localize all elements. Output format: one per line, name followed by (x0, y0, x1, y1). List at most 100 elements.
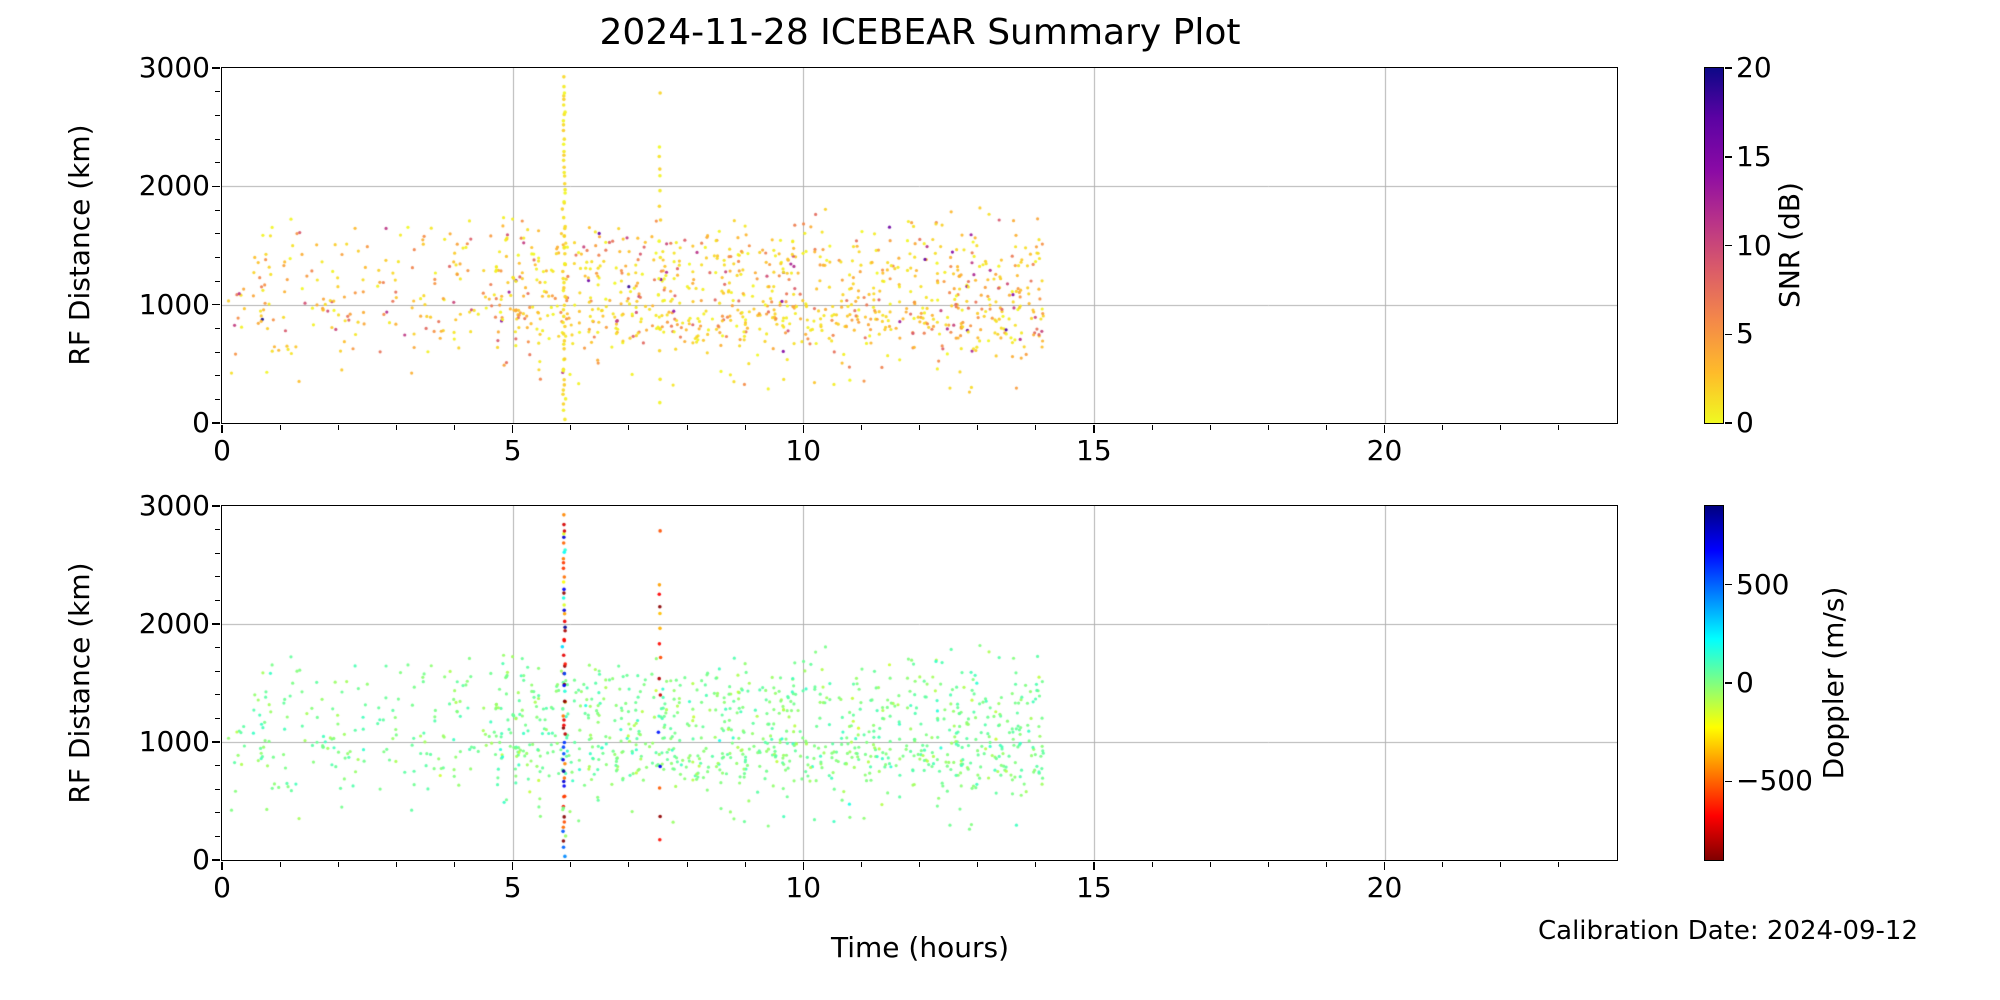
y-major-tick (212, 67, 220, 69)
y-axis-label-top: RF Distance (km) (63, 124, 96, 366)
colorbar-tick-label: 15 (1736, 139, 1772, 173)
x-minor-tick (977, 424, 979, 430)
y-minor-tick (215, 233, 220, 235)
x-major-tick (221, 424, 223, 433)
x-minor-tick (454, 861, 455, 867)
colorbar-tick (1724, 67, 1732, 69)
x-minor-tick (686, 861, 688, 867)
colorbar-tick (1724, 682, 1732, 684)
doppler-scatter-canvas (221, 505, 1617, 860)
x-minor-tick (977, 861, 979, 867)
doppler-panel-plot-area (220, 504, 1618, 861)
y-minor-tick (215, 375, 220, 377)
x-minor-tick (1558, 861, 1560, 867)
y-minor-tick (215, 138, 220, 140)
colorbar-tick (1724, 780, 1732, 783)
colorbar-tick-label: −500 (1736, 764, 1813, 798)
x-tick-label: 15 (1076, 871, 1112, 904)
x-minor-tick (860, 861, 862, 867)
x-minor-tick (1442, 861, 1444, 867)
x-axis-label: Time (hours) (831, 931, 1009, 964)
snr-colorbar (1703, 66, 1724, 424)
y-major-tick (212, 422, 220, 424)
calibration-date-text: Calibration Date: 2024-09-12 (1538, 916, 1918, 946)
x-minor-tick (919, 424, 920, 430)
y-minor-tick (215, 398, 220, 400)
y-minor-tick (215, 351, 220, 353)
y-minor-tick (215, 647, 220, 649)
x-minor-tick (1151, 861, 1153, 867)
y-minor-tick (215, 114, 220, 116)
y-minor-tick (215, 327, 220, 329)
colorbar-tick-label: 20 (1736, 51, 1772, 84)
y-tick-label: 1000 (138, 725, 210, 758)
y-tick-label: 2000 (138, 607, 210, 640)
y-minor-tick (215, 529, 220, 531)
x-major-tick (802, 861, 804, 870)
colorbar-tick (1724, 244, 1732, 247)
x-minor-tick (1035, 861, 1037, 867)
x-minor-tick (744, 861, 746, 867)
colorbar-tick (1724, 156, 1732, 158)
y-minor-tick (215, 717, 220, 719)
x-tick-label: 20 (1366, 434, 1403, 467)
x-tick-label: 10 (785, 871, 822, 904)
x-major-tick (1383, 424, 1386, 433)
y-major-tick (212, 505, 220, 507)
x-minor-tick (1325, 424, 1327, 430)
x-tick-label: 15 (1076, 434, 1112, 467)
y-major-tick (212, 741, 220, 743)
snr-scatter-canvas (221, 67, 1617, 423)
y-major-tick (212, 859, 220, 861)
y-minor-tick (215, 835, 220, 837)
x-minor-tick (279, 424, 281, 430)
y-minor-tick (215, 812, 220, 814)
x-minor-tick (1267, 424, 1269, 430)
x-tick-label: 10 (785, 434, 822, 467)
y-minor-tick (215, 694, 220, 696)
y-minor-tick (215, 91, 220, 93)
x-minor-tick (628, 861, 630, 867)
x-minor-tick (454, 424, 455, 430)
y-tick-label: 3000 (138, 489, 210, 522)
plot-title: 2024-11-28 ICEBEAR Summary Plot (599, 12, 1241, 53)
x-minor-tick (395, 861, 397, 867)
x-major-tick (511, 424, 514, 433)
x-minor-tick (1500, 861, 1502, 867)
x-major-tick (1093, 424, 1095, 433)
x-tick-label: 0 (213, 434, 231, 467)
doppler-colorbar-label: Doppler (m/s) (1817, 586, 1850, 780)
doppler-colorbar (1703, 504, 1724, 861)
x-minor-tick (1209, 861, 1211, 867)
x-minor-tick (1558, 424, 1560, 430)
x-major-tick (221, 861, 223, 870)
colorbar-tick-label: 0 (1736, 406, 1754, 439)
snr-panel-plot-area (220, 66, 1618, 424)
x-minor-tick (1500, 424, 1502, 430)
y-minor-tick (215, 552, 220, 554)
x-minor-tick (337, 861, 339, 867)
x-minor-tick (570, 861, 572, 867)
x-minor-tick (1325, 861, 1327, 867)
y-minor-tick (215, 209, 220, 211)
y-tick-label: 0 (192, 406, 210, 439)
y-tick-label: 2000 (138, 169, 210, 203)
y-tick-label: 1000 (138, 287, 210, 321)
x-tick-label: 5 (503, 434, 522, 467)
y-minor-tick (215, 599, 220, 601)
x-tick-label: 5 (503, 871, 522, 904)
colorbar-tick (1724, 422, 1732, 424)
x-minor-tick (744, 424, 746, 430)
x-major-tick (1383, 861, 1386, 870)
x-minor-tick (1267, 861, 1269, 867)
x-minor-tick (919, 861, 920, 867)
y-minor-tick (215, 765, 220, 767)
x-minor-tick (395, 424, 397, 430)
y-major-tick (212, 303, 220, 306)
x-minor-tick (337, 424, 339, 430)
snr-colorbar-label: SNR (dB) (1773, 182, 1806, 308)
x-minor-tick (860, 424, 862, 430)
y-minor-tick (215, 256, 220, 258)
x-minor-tick (628, 424, 630, 430)
